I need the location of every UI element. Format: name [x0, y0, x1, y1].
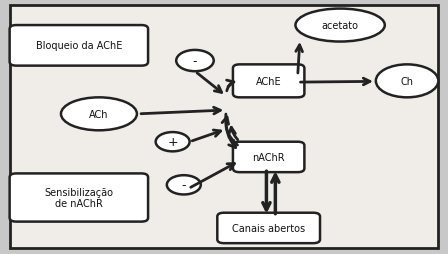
- Text: ACh: ACh: [89, 109, 109, 119]
- Ellipse shape: [296, 10, 385, 42]
- Text: +: +: [167, 136, 178, 149]
- Text: AChE: AChE: [256, 76, 281, 87]
- Circle shape: [176, 51, 214, 72]
- Circle shape: [167, 176, 201, 195]
- Text: Canais abertos: Canais abertos: [232, 223, 305, 233]
- Text: Ch: Ch: [401, 76, 414, 87]
- Ellipse shape: [376, 65, 439, 98]
- Text: Bloqueio da AChE: Bloqueio da AChE: [36, 41, 122, 51]
- FancyBboxPatch shape: [233, 65, 304, 98]
- FancyBboxPatch shape: [9, 174, 148, 222]
- FancyBboxPatch shape: [233, 142, 304, 172]
- Ellipse shape: [61, 98, 137, 131]
- Text: Sensibilização
de nAChR: Sensibilização de nAChR: [44, 187, 113, 209]
- Text: acetato: acetato: [322, 21, 358, 31]
- Circle shape: [155, 133, 190, 152]
- Text: -: -: [181, 179, 186, 192]
- FancyBboxPatch shape: [9, 26, 148, 66]
- Text: nAChR: nAChR: [252, 152, 285, 162]
- FancyBboxPatch shape: [217, 213, 320, 243]
- Text: -: -: [193, 55, 197, 68]
- FancyBboxPatch shape: [9, 6, 439, 248]
